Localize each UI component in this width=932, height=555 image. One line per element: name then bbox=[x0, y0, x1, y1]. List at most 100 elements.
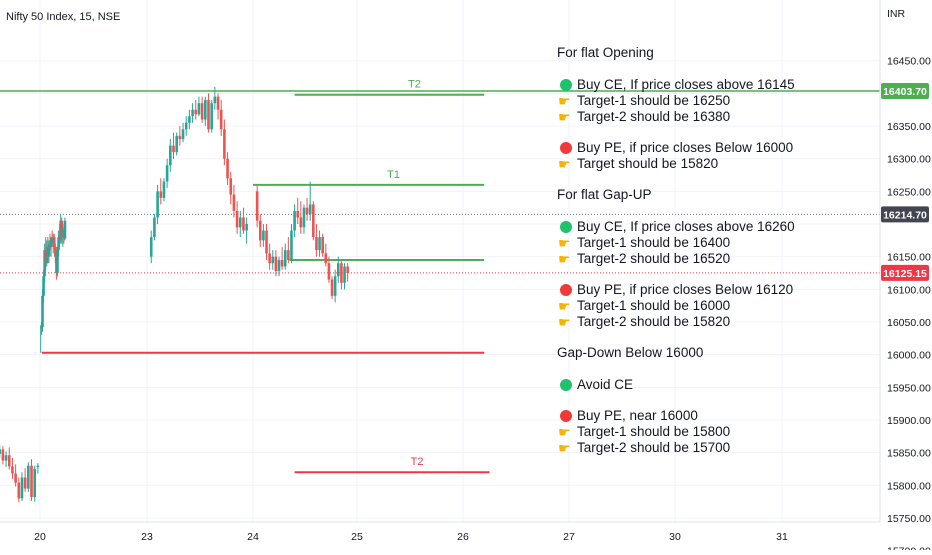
gap-up-pe-t1: ☛ Target-1 should be 16000 bbox=[558, 298, 730, 314]
candle-body bbox=[200, 103, 204, 120]
candle-body bbox=[296, 210, 300, 218]
candle-body bbox=[210, 103, 213, 130]
x-tick-label: 25 bbox=[351, 531, 363, 543]
annotation-text: Target-2 should be 15820 bbox=[577, 314, 730, 329]
red-circle-icon bbox=[560, 284, 572, 296]
green-circle-icon bbox=[560, 221, 572, 233]
candle-body bbox=[336, 263, 340, 277]
annotation-text: Target-2 should be 16520 bbox=[577, 251, 730, 266]
annotation-text: Target-1 should be 16000 bbox=[577, 298, 730, 313]
gap-down-pe-t1: ☛ Target-1 should be 15800 bbox=[558, 424, 730, 440]
y-tick-label: 16050.00 bbox=[887, 317, 931, 329]
flat-opening-ce-t2: ☛ Target-2 should be 16380 bbox=[558, 109, 730, 125]
gap-down-heading: Gap-Down Below 16000 bbox=[557, 345, 703, 360]
candle-body bbox=[232, 194, 236, 211]
red-circle-icon bbox=[560, 142, 572, 154]
y-tick-label: 15700.00 bbox=[887, 546, 931, 550]
x-tick-label: 23 bbox=[141, 531, 153, 543]
price-tag-label: 16125.15 bbox=[883, 268, 927, 280]
green-circle-icon bbox=[560, 79, 572, 91]
gap-up-pe-t2: ☛ Target-2 should be 15820 bbox=[558, 314, 730, 330]
candle-body bbox=[258, 220, 262, 241]
candle-body bbox=[315, 237, 318, 251]
gap-up-ce-t1: ☛ Target-1 should be 16400 bbox=[558, 235, 730, 251]
candle-body bbox=[1, 449, 5, 461]
candle-body bbox=[181, 129, 185, 140]
annotation-text: Target-2 should be 15700 bbox=[577, 440, 730, 455]
pointing-hand-icon: ☛ bbox=[558, 251, 571, 267]
annotation-text: Target-1 should be 16400 bbox=[577, 235, 730, 250]
annotation-text: Target-2 should be 16380 bbox=[577, 109, 730, 124]
candle-body bbox=[280, 259, 284, 267]
y-tick-label: 16300.00 bbox=[887, 154, 931, 166]
candle-body bbox=[54, 246, 57, 257]
candle-body bbox=[60, 220, 64, 238]
candle-body bbox=[312, 204, 315, 238]
candle-body bbox=[149, 237, 153, 257]
candle-body bbox=[330, 279, 334, 296]
y-tick-label: 16250.00 bbox=[887, 186, 931, 198]
candle-body bbox=[23, 477, 27, 489]
candle-body bbox=[17, 482, 21, 499]
candle-body bbox=[172, 145, 175, 153]
candle-body bbox=[293, 210, 296, 231]
pointing-hand-icon: ☛ bbox=[558, 109, 571, 125]
candle-body bbox=[223, 129, 226, 159]
annotation-text: Target-1 should be 15800 bbox=[577, 424, 730, 439]
level-label: T1 bbox=[387, 169, 400, 181]
y-tick-label: 16000.00 bbox=[887, 350, 931, 362]
candle-body bbox=[213, 96, 217, 104]
annotation-text: For flat Opening bbox=[557, 45, 654, 60]
pointing-hand-icon: ☛ bbox=[558, 440, 571, 456]
candle-body bbox=[277, 259, 281, 272]
candle-body bbox=[175, 135, 178, 153]
candle-body bbox=[346, 266, 349, 274]
gap-down-pe-t2: ☛ Target-2 should be 15700 bbox=[558, 440, 730, 456]
candle-body bbox=[235, 210, 239, 228]
candle-body bbox=[56, 250, 59, 274]
candle-body bbox=[63, 220, 67, 239]
currency-label: INR bbox=[887, 8, 906, 20]
horizontal-lines[interactable] bbox=[0, 90, 880, 274]
level-lines[interactable]: T2 T1 T2 bbox=[40, 79, 490, 474]
annotation-text: Buy PE, if price closes Below 16120 bbox=[577, 282, 793, 297]
candle-body bbox=[283, 250, 287, 267]
pointing-hand-icon: ☛ bbox=[558, 314, 571, 330]
gap-up-buy-ce: Buy CE, If price closes above 16260 bbox=[560, 219, 795, 234]
candle-body bbox=[245, 224, 248, 231]
candle-body bbox=[197, 103, 201, 115]
y-tick-label: 16350.00 bbox=[887, 121, 931, 133]
annotation-text: Gap-Down Below 16000 bbox=[557, 345, 703, 360]
candle-body bbox=[52, 237, 56, 247]
flat-opening-buy-ce: Buy CE, If price closes above 16145 bbox=[560, 77, 795, 92]
flat-opening-pe-target: ☛ Target should be 15820 bbox=[558, 156, 718, 172]
candle-body bbox=[169, 145, 172, 166]
pointing-hand-icon: ☛ bbox=[558, 424, 571, 440]
candle-body bbox=[20, 477, 24, 499]
flat-opening-buy-pe: Buy PE, if price closes Below 16000 bbox=[560, 140, 793, 155]
x-tick-label: 20 bbox=[34, 531, 46, 543]
y-tick-label: 15950.00 bbox=[887, 382, 931, 394]
annotations: For flat Opening Buy CE, If price closes … bbox=[557, 45, 795, 456]
y-tick-label: 15900.00 bbox=[887, 415, 931, 427]
gap-up-ce-t2: ☛ Target-2 should be 16520 bbox=[558, 251, 730, 267]
candle-body bbox=[340, 263, 343, 283]
candle-body bbox=[194, 109, 198, 115]
x-tick-label: 26 bbox=[457, 531, 469, 543]
candle-body bbox=[153, 217, 156, 238]
candle-body bbox=[162, 181, 166, 198]
candle-body bbox=[324, 253, 328, 264]
candle-body bbox=[178, 135, 182, 140]
price-tag bbox=[881, 206, 929, 223]
candle-body bbox=[305, 207, 309, 215]
red-circle-icon bbox=[560, 410, 572, 422]
candle-body bbox=[191, 109, 194, 117]
green-circle-icon bbox=[560, 379, 572, 391]
gap-down-buy-pe: Buy PE, near 16000 bbox=[560, 408, 698, 423]
candle-body bbox=[302, 207, 306, 228]
y-tick-label: 16450.00 bbox=[887, 56, 931, 68]
candle-body bbox=[156, 191, 159, 218]
candle-body bbox=[308, 204, 312, 215]
